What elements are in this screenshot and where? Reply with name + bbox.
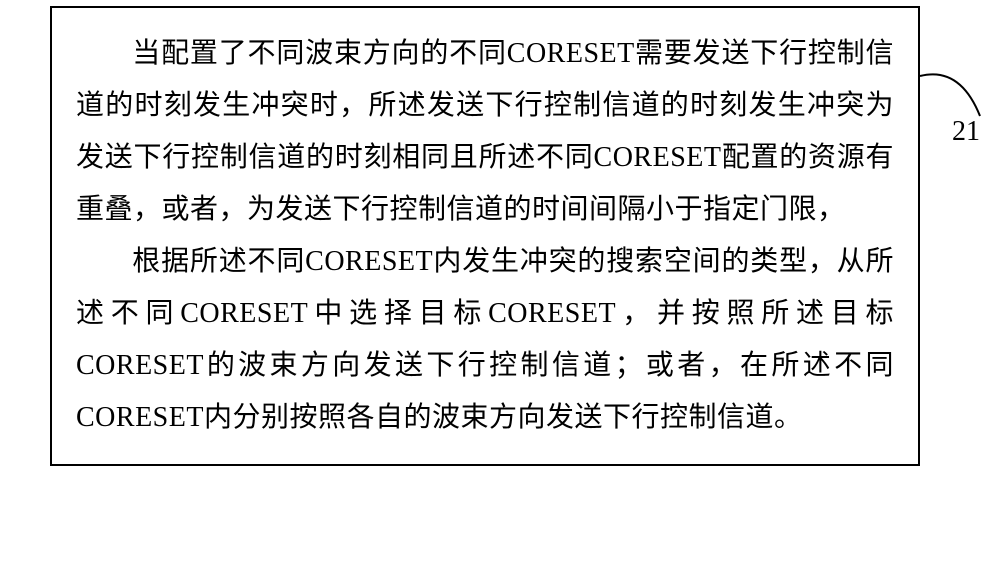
paragraph-1-text: 当配置了不同波束方向的不同CORESET需要发送下行控制信道的时刻发生冲突时，所… xyxy=(76,38,894,225)
paragraph-2-text: 根据所述不同CORESET内发生冲突的搜索空间的类型，从所述不同CORESET中… xyxy=(76,246,894,433)
reference-label: 21 xyxy=(952,116,980,148)
paragraph-2: 根据所述不同CORESET内发生冲突的搜索空间的类型，从所述不同CORESET中… xyxy=(76,236,894,444)
paragraph-1: 当配置了不同波束方向的不同CORESET需要发送下行控制信道的时刻发生冲突时，所… xyxy=(76,28,894,236)
text-box: 当配置了不同波束方向的不同CORESET需要发送下行控制信道的时刻发生冲突时，所… xyxy=(50,6,920,466)
leader-path xyxy=(920,74,980,116)
figure-container: 当配置了不同波束方向的不同CORESET需要发送下行控制信道的时刻发生冲突时，所… xyxy=(50,6,920,566)
